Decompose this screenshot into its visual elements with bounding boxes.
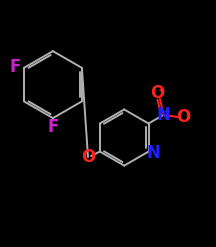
Text: O: O (150, 84, 164, 102)
Text: F: F (47, 118, 59, 136)
Text: N: N (146, 144, 160, 162)
Text: F: F (10, 58, 21, 76)
Text: -: - (159, 84, 164, 97)
Text: O: O (176, 108, 191, 126)
Text: O: O (81, 148, 95, 166)
Text: +: + (163, 107, 171, 117)
Text: N: N (157, 106, 171, 124)
